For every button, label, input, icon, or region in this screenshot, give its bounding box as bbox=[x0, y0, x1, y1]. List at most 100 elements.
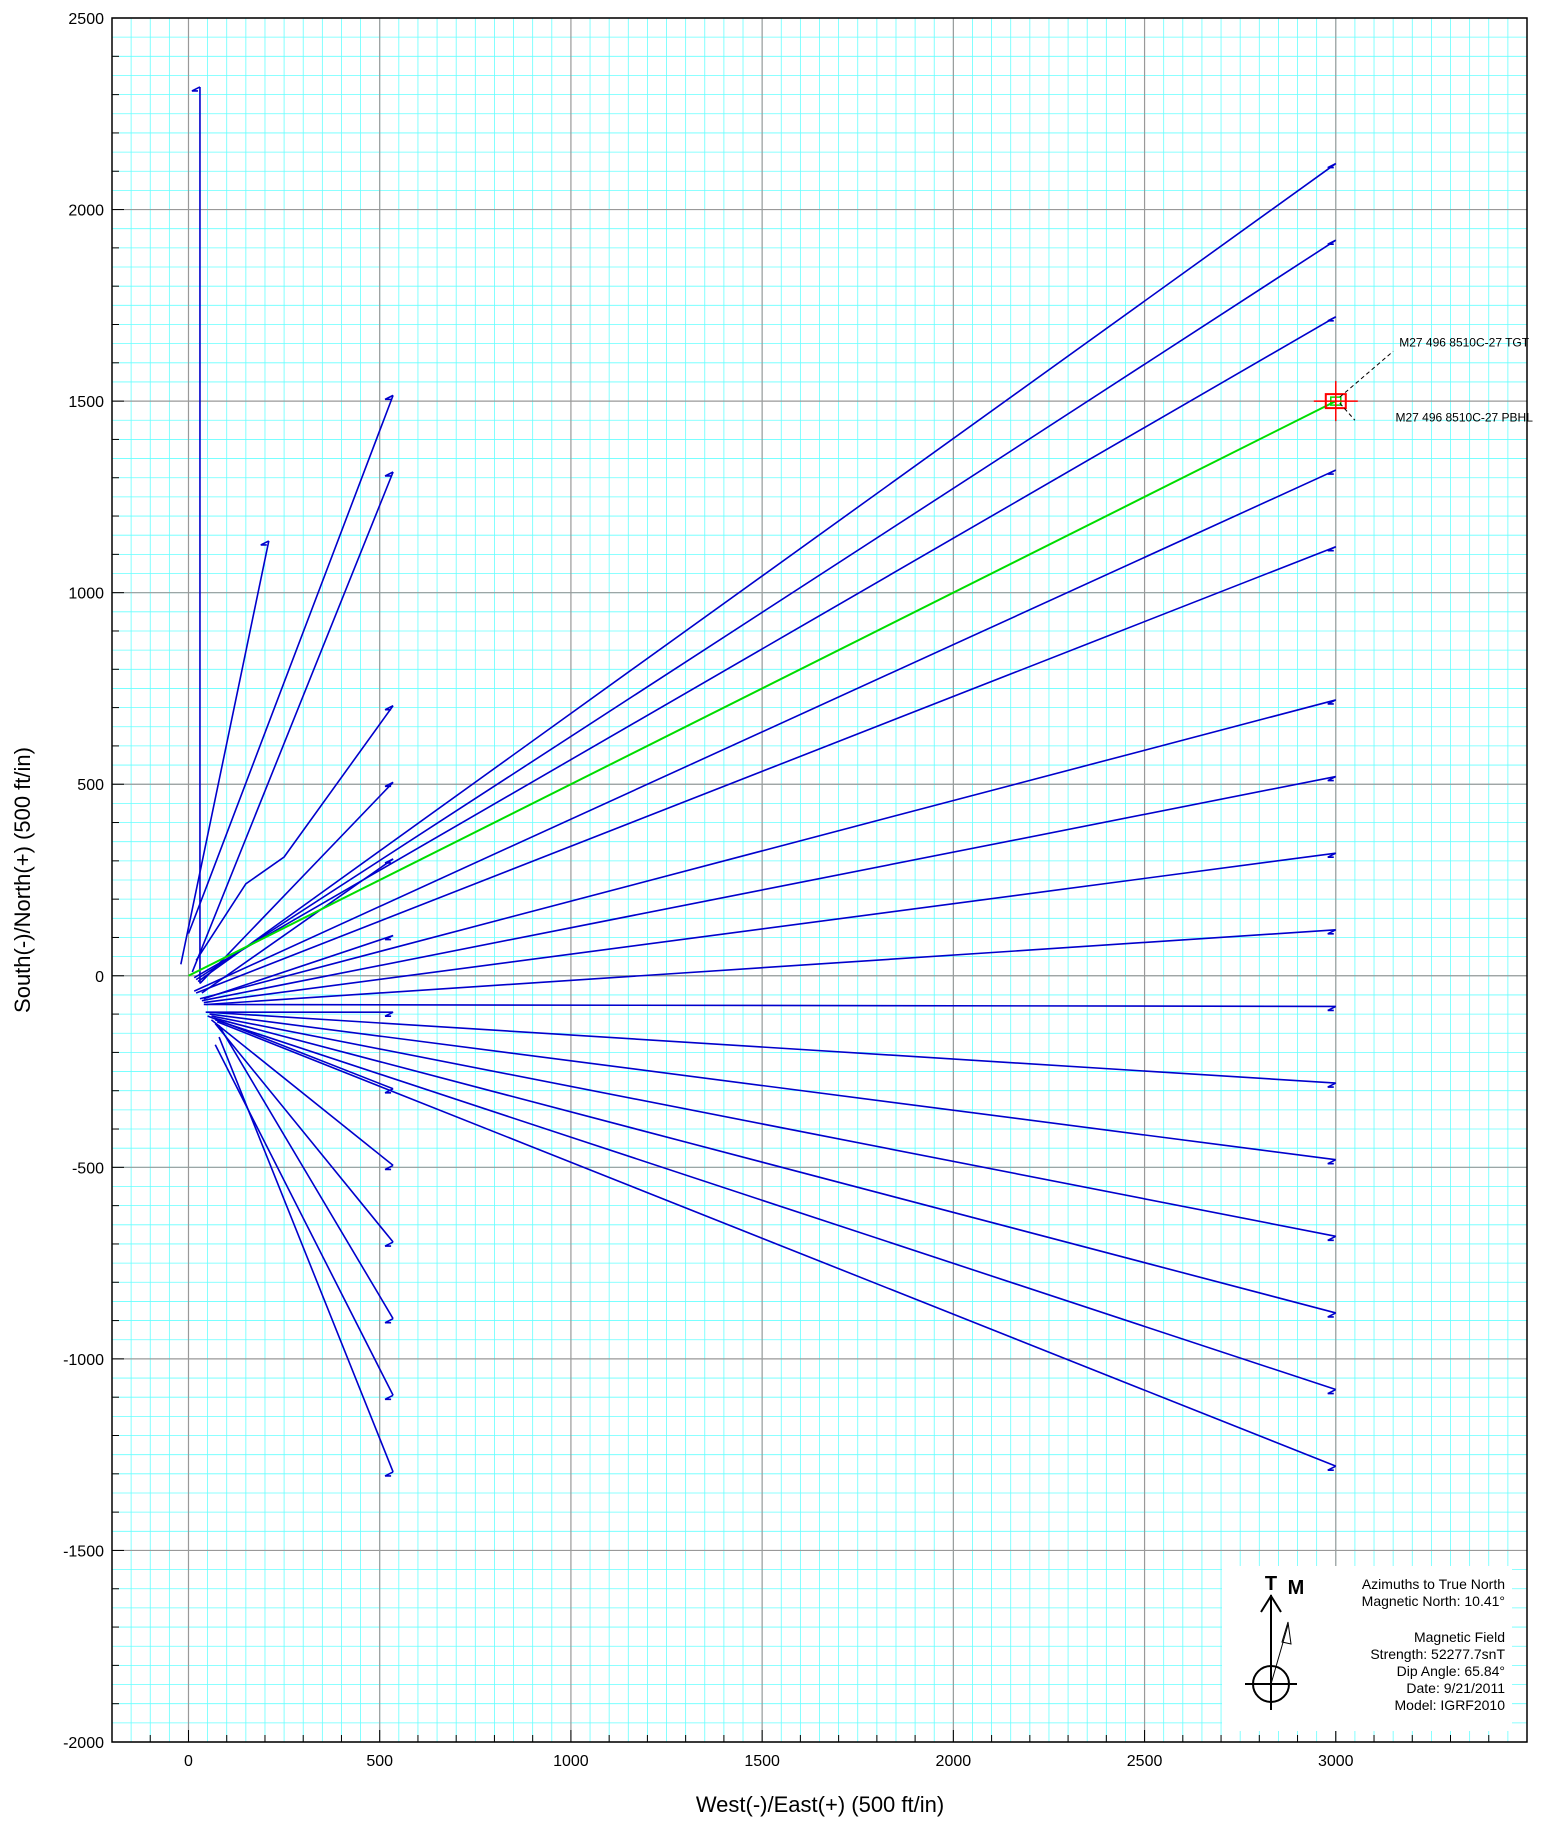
offset-well-path bbox=[205, 929, 1336, 1006]
north-box-line7: Model: IGRF2010 bbox=[1395, 1697, 1506, 1713]
offset-well-path bbox=[195, 239, 1337, 981]
x-axis-label: West(-)/East(+) (500 ft/in) bbox=[696, 1792, 944, 1817]
y-axis-label: South(-)/North(+) (500 ft/in) bbox=[10, 747, 35, 1013]
offset-well-path bbox=[197, 162, 1337, 983]
y-tick-label: 2500 bbox=[68, 11, 104, 28]
well-end-marker bbox=[384, 1471, 394, 1477]
offset-well-path bbox=[201, 775, 1336, 1002]
plot-frame bbox=[111, 17, 1528, 1743]
well-end-marker bbox=[384, 1088, 394, 1094]
y-tick-label: 2000 bbox=[68, 203, 104, 220]
well-end-marker bbox=[1327, 316, 1337, 322]
offset-well-path bbox=[216, 1021, 1337, 1467]
offset-well-path bbox=[218, 1036, 394, 1473]
offset-well-path bbox=[193, 469, 1337, 992]
well-end-marker bbox=[1327, 162, 1337, 169]
well-end-marker bbox=[1327, 1082, 1337, 1088]
offset-well-path bbox=[207, 1015, 394, 1090]
planned-well-line bbox=[188, 400, 1337, 977]
well-end-marker bbox=[1327, 775, 1337, 782]
y-tick-label: -1000 bbox=[63, 1352, 104, 1369]
well-end-marker bbox=[191, 86, 201, 92]
x-tick-label: 0 bbox=[184, 1753, 193, 1770]
offset-well-path bbox=[203, 852, 1336, 1004]
tgt-label: M27 496 8510C-27 TGT bbox=[1399, 336, 1530, 350]
y-tick-label: -2000 bbox=[63, 1735, 104, 1752]
well-end-marker bbox=[1327, 1158, 1337, 1165]
offset-well-path bbox=[215, 1019, 1337, 1391]
offset-well-path bbox=[180, 540, 270, 965]
well-end-marker bbox=[384, 471, 394, 477]
offset-well-path bbox=[213, 1017, 1336, 1314]
offset-well-path bbox=[214, 1023, 394, 1243]
y-tick-label: -1500 bbox=[63, 1543, 104, 1560]
well-end-marker bbox=[384, 934, 394, 941]
offset-well-path bbox=[199, 781, 394, 984]
well-end-marker bbox=[1327, 1005, 1337, 1012]
well-end-marker bbox=[384, 394, 394, 401]
pbhl-label: M27 496 8510C-27 PBHL bbox=[1395, 410, 1533, 424]
offset-well-path bbox=[195, 705, 394, 961]
x-tick-label: 500 bbox=[366, 1753, 393, 1770]
well-end-marker bbox=[1327, 1465, 1337, 1471]
offset-well-path bbox=[191, 471, 394, 973]
y-tick-label: 1500 bbox=[68, 394, 104, 411]
well-end-marker bbox=[384, 1394, 394, 1401]
x-tick-label: 2000 bbox=[936, 1753, 972, 1770]
north-box-line4: Strength: 52277.7snT bbox=[1370, 1646, 1505, 1662]
magnetic-north-letter: M bbox=[1288, 1577, 1305, 1599]
well-end-marker bbox=[1327, 852, 1337, 858]
tick-labels: 0 500 1000 1500 2000 2500 3000 -2000 -1500 -1000 -… bbox=[63, 11, 1354, 1770]
well-end-marker bbox=[260, 540, 270, 546]
north-arrow-icon bbox=[1245, 1594, 1297, 1710]
well-end-marker bbox=[1327, 239, 1337, 246]
north-box-line2: Magnetic North: 10.41° bbox=[1362, 1593, 1505, 1609]
offset-well-path bbox=[195, 545, 1337, 994]
well-end-marker bbox=[1327, 469, 1337, 475]
offset-well-path bbox=[218, 1025, 394, 1320]
offset-well-path bbox=[209, 1013, 1336, 1161]
offset-well-path bbox=[193, 316, 1337, 979]
x-tick-label: 1500 bbox=[744, 1753, 780, 1770]
x-tick-label: 2500 bbox=[1127, 1753, 1163, 1770]
well-end-marker bbox=[1327, 699, 1337, 705]
offset-well-path bbox=[203, 1003, 1336, 1008]
well-end-marker bbox=[384, 1241, 394, 1247]
well-end-marker bbox=[1327, 1235, 1337, 1242]
x-tick-label: 3000 bbox=[1318, 1753, 1354, 1770]
y-tick-label: -500 bbox=[72, 1160, 104, 1177]
offset-well-paths bbox=[180, 86, 1337, 1477]
pbhl-leader-line bbox=[1339, 402, 1356, 421]
offset-well-path bbox=[211, 1015, 1336, 1238]
offset-well-path bbox=[207, 1011, 1336, 1084]
offset-well-path bbox=[210, 1019, 394, 1167]
well-end-marker bbox=[1327, 545, 1337, 552]
well-end-marker bbox=[384, 781, 394, 788]
y-tick-label: 0 bbox=[95, 969, 104, 986]
north-box-line1: Azimuths to True North bbox=[1362, 1576, 1505, 1592]
planned-well-path bbox=[188, 400, 1337, 977]
well-end-marker bbox=[1327, 1312, 1337, 1318]
well-end-marker bbox=[384, 704, 394, 711]
north-reference-box: T M Azimuths to True North Magnetic Nort… bbox=[1222, 1566, 1512, 1731]
offset-well-path bbox=[201, 858, 394, 994]
well-end-marker bbox=[384, 1317, 394, 1324]
y-tick-label: 500 bbox=[77, 777, 104, 794]
well-end-marker bbox=[1327, 1388, 1337, 1395]
well-end-marker bbox=[384, 858, 394, 864]
north-box-line5: Dip Angle: 65.84° bbox=[1397, 1663, 1505, 1679]
offset-well-path bbox=[199, 699, 1336, 1000]
y-tick-label: 1000 bbox=[68, 586, 104, 603]
well-end-marker bbox=[384, 1164, 394, 1171]
north-box-line6: Date: 9/21/2011 bbox=[1406, 1680, 1505, 1696]
tgt-leader-line bbox=[1339, 350, 1394, 398]
true-north-letter: T bbox=[1265, 1573, 1277, 1595]
well-end-marker bbox=[384, 1011, 394, 1017]
offset-well-path bbox=[187, 395, 394, 934]
x-tick-label: 1000 bbox=[553, 1753, 589, 1770]
north-box-line3: Magnetic Field bbox=[1414, 1629, 1505, 1645]
target-markers: M27 496 8510C-27 TGT M27 496 8510C-27 PBH… bbox=[1313, 336, 1533, 424]
well-end-marker bbox=[1327, 929, 1337, 935]
offset-well-path bbox=[203, 934, 394, 1000]
